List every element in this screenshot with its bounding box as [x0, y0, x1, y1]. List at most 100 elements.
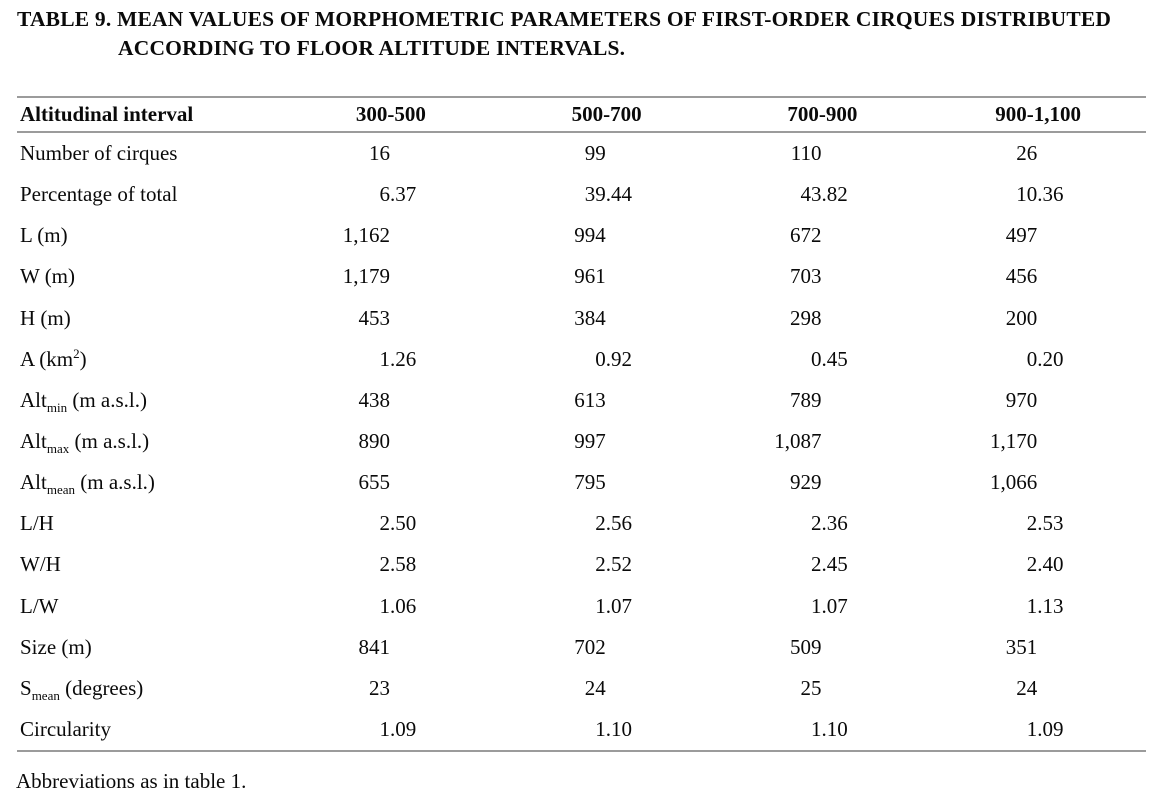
value-cell: 2.36 — [715, 511, 931, 536]
table-row: Altmean (m a.s.l.) 655 795 929 1,066 — [17, 462, 1146, 503]
value-cell: 1.10 — [499, 717, 715, 742]
value-cell: 99 — [499, 141, 715, 166]
value-integer-part: 26 — [1016, 141, 1038, 166]
value-cell: 2.40 — [930, 552, 1146, 577]
value-integer-part: 1,087 — [774, 428, 822, 453]
value-cell: 997 — [499, 429, 715, 454]
table-row: Circularity 1.09 1.10 1.10 1.09 — [17, 709, 1146, 750]
value-cell: 456 — [930, 264, 1146, 289]
value-integer-part: 2 — [379, 511, 391, 536]
value-cell: 497 — [930, 223, 1146, 248]
value-decimal-part: .10 — [605, 716, 632, 741]
value-decimal-part: .10 — [821, 716, 848, 741]
value-decimal-part: .07 — [821, 593, 848, 618]
value-cell: 841 — [283, 635, 499, 660]
value-cell: 655 — [283, 470, 499, 495]
value-integer-part: 1 — [1026, 593, 1038, 618]
value-integer-part: 929 — [790, 470, 822, 495]
value-cell: 0.45 — [715, 347, 931, 372]
value-integer-part: 2 — [595, 511, 606, 536]
value-integer-part: 24 — [584, 675, 606, 700]
value-integer-part: 438 — [358, 387, 391, 412]
value-integer-part: 110 — [790, 141, 822, 166]
value-cell: 2.50 — [283, 511, 499, 536]
value-decimal-part: .09 — [390, 716, 417, 741]
value-cell: 39.44 — [499, 182, 715, 207]
value-integer-part: 24 — [1016, 675, 1038, 700]
row-label: W (m) — [20, 264, 76, 289]
value-integer-part: 1 — [595, 593, 606, 618]
value-integer-part: 298 — [790, 305, 822, 330]
table-row: W/H 2.58 2.52 2.45 2.40 — [17, 544, 1146, 585]
value-cell: 1,087 — [715, 429, 931, 454]
value-decimal-part: .40 — [1037, 552, 1064, 577]
value-integer-part: 841 — [358, 634, 391, 659]
value-cell: 613 — [499, 388, 715, 413]
value-cell: 453 — [283, 306, 499, 331]
value-cell: 0.20 — [930, 347, 1146, 372]
value-cell: 1,179 — [283, 264, 499, 289]
table-header-row: Altitudinal interval 300-500 500-700 700-9… — [17, 96, 1146, 133]
value-cell: 2.52 — [499, 552, 715, 577]
value-cell: 298 — [715, 306, 931, 331]
table-row: Smean (degrees) 23 24 25 24 — [17, 668, 1146, 709]
value-cell: 351 — [930, 635, 1146, 660]
value-cell: 1.10 — [715, 717, 931, 742]
table-footnote: Abbreviations as in table 1. — [16, 769, 247, 793]
value-integer-part: 2 — [811, 552, 822, 577]
value-cell: 795 — [499, 470, 715, 495]
value-cell: 1.13 — [930, 594, 1146, 619]
value-cell: 702 — [499, 635, 715, 660]
row-label: Altmax (m a.s.l.) — [20, 428, 150, 457]
value-cell: 1.07 — [499, 594, 715, 619]
value-integer-part: 613 — [574, 387, 606, 412]
table-row: Percentage of total 6.37 39.44 43.82 10.36 — [17, 174, 1146, 215]
table-row: L/H 2.50 2.56 2.36 2.53 — [17, 503, 1146, 544]
value-cell: 1.06 — [283, 594, 499, 619]
value-integer-part: 997 — [574, 428, 606, 453]
value-integer-part: 16 — [369, 141, 390, 166]
value-integer-part: 994 — [574, 223, 606, 248]
value-cell: 438 — [283, 388, 499, 413]
value-cell: 789 — [715, 388, 931, 413]
table-title-line1: TABLE 9. MEAN VALUES OF MORPHOMETRIC PAR… — [17, 7, 1112, 31]
value-cell: 25 — [715, 676, 931, 701]
value-cell: 16 — [283, 141, 499, 166]
value-decimal-part: .06 — [390, 593, 417, 618]
value-cell: 1.09 — [283, 717, 499, 742]
value-decimal-part: .36 — [821, 511, 848, 536]
table-row: A (km2) 1.26 0.92 0.45 0.20 — [17, 339, 1146, 380]
value-cell: 2.53 — [930, 511, 1146, 536]
row-label: L/H — [20, 511, 54, 536]
value-cell: 384 — [499, 306, 715, 331]
value-decimal-part: .45 — [821, 552, 848, 577]
value-cell: 1,066 — [930, 470, 1146, 495]
value-decimal-part: .07 — [605, 593, 632, 618]
value-decimal-part: .92 — [605, 346, 632, 371]
value-cell: 994 — [499, 223, 715, 248]
table-title: TABLE 9. MEAN VALUES OF MORPHOMETRIC PAR… — [17, 5, 1157, 63]
value-cell: 929 — [715, 470, 931, 495]
table-row: Altmin (m a.s.l.) 438 613 789 970 — [17, 380, 1146, 421]
value-integer-part: 23 — [369, 675, 390, 700]
value-integer-part: 6 — [379, 182, 391, 207]
value-integer-part: 1,066 — [990, 470, 1038, 495]
value-cell: 6.37 — [283, 182, 499, 207]
table-row: Size (m) 841 702 509 351 — [17, 627, 1146, 668]
value-decimal-part: .50 — [390, 511, 417, 536]
data-table: Altitudinal interval 300-500 500-700 700-9… — [17, 96, 1146, 752]
row-label: Altmean (m a.s.l.) — [20, 470, 155, 498]
value-cell: 2.56 — [499, 511, 715, 536]
value-integer-part: 497 — [1005, 223, 1038, 248]
value-cell: 23 — [283, 676, 499, 701]
value-integer-part: 1 — [379, 716, 391, 741]
value-cell: 200 — [930, 306, 1146, 331]
value-decimal-part: .37 — [390, 182, 417, 207]
value-integer-part: 509 — [790, 634, 822, 659]
table-row: H (m) 453 384 298 200 — [17, 298, 1146, 339]
value-integer-part: 961 — [574, 264, 606, 289]
row-label: Percentage of total — [20, 182, 178, 207]
value-decimal-part: .52 — [605, 552, 632, 577]
value-integer-part: 1,179 — [342, 264, 390, 289]
row-label: A (km2) — [20, 345, 87, 371]
